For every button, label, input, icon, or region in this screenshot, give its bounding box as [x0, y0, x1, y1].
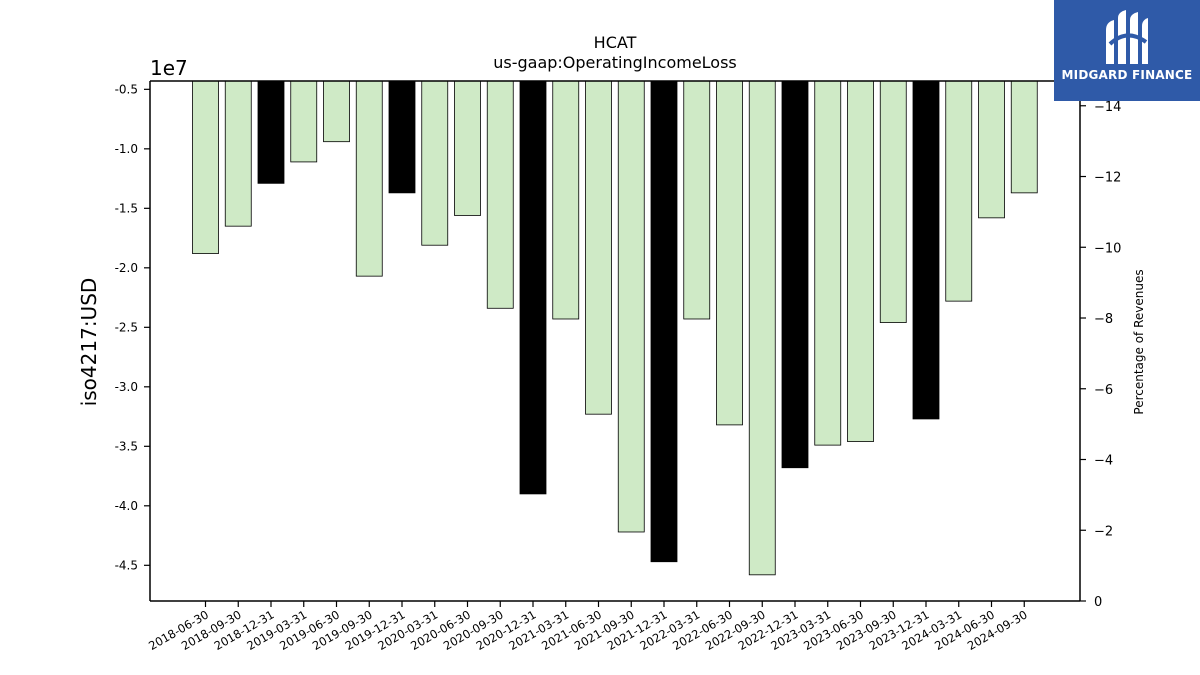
y-tick-label: -3.5: [115, 439, 138, 453]
bar-2022-06-30: [716, 80, 743, 426]
x-axis-ticks: 2018-06-302018-09-302018-12-312019-03-31…: [146, 601, 1030, 653]
y-axis-label: iso4217:USD: [77, 278, 101, 407]
bar-2024-09-30: [1010, 80, 1038, 194]
logo-text: MIDGARD FINANCE: [1061, 68, 1193, 82]
bar-2019-03-31: [290, 80, 318, 163]
y-tick-label: -4.5: [115, 558, 138, 572]
bar-2020-03-31: [421, 80, 449, 246]
bar-2020-09-30: [486, 80, 514, 309]
y2-tick-label: −10: [1094, 241, 1121, 256]
y2-tick-label: −2: [1094, 524, 1113, 539]
y-axis-ticks: -0.5 -1.0 -1.5 -2.0 -2.5 -3.0 -3.5 -4.0 -4.5: [115, 82, 150, 572]
y2-tick-label: 0: [1094, 595, 1102, 610]
y-tick-label: -1.5: [115, 201, 138, 215]
y-tick-label: -2.0: [115, 261, 138, 275]
bar-2022-12-31: [781, 80, 809, 469]
bar-2020-06-30: [454, 80, 481, 216]
bar-2020-12-31: [519, 80, 547, 495]
chart-subtitle: us-gaap:OperatingIncomeLoss: [493, 53, 737, 72]
y-tick-label: -2.5: [115, 320, 138, 334]
bar-2023-09-30: [879, 80, 907, 323]
bar-2023-06-30: [847, 80, 874, 442]
bar-2021-12-31: [650, 80, 678, 563]
y2-tick-label: −12: [1094, 171, 1121, 186]
bar-2024-06-30: [978, 80, 1005, 219]
bar-2018-09-30: [224, 80, 252, 227]
y-multiplier: 1e7: [150, 56, 188, 80]
bar-2018-06-30: [192, 80, 219, 254]
y-tick-label: -1.0: [115, 142, 138, 156]
y2-axis-ticks: 0 −2 −4 −6 −8 −10 −12 −14: [1080, 100, 1121, 610]
bar-2022-03-31: [683, 80, 711, 320]
bar-2021-09-30: [617, 80, 645, 533]
bar-2019-09-30: [355, 80, 383, 277]
y2-tick-label: −14: [1094, 100, 1121, 115]
bar-2019-06-30: [323, 80, 350, 143]
bar-2024-03-31: [945, 80, 973, 302]
bar-2023-12-31: [912, 80, 940, 420]
y2-tick-label: −8: [1094, 312, 1113, 327]
midgard-logo-icon: [1106, 10, 1148, 64]
bar-2019-12-31: [388, 80, 416, 194]
bar-2023-03-31: [814, 80, 842, 446]
y2-tick-label: −6: [1094, 383, 1113, 398]
bars: [192, 80, 1038, 576]
brand-logo: MIDGARD FINANCE: [1054, 0, 1200, 101]
bar-2021-06-30: [585, 80, 612, 415]
chart-title: HCAT: [594, 33, 637, 52]
bar-2021-03-31: [552, 80, 580, 320]
bar-2018-12-31: [257, 80, 285, 184]
y2-axis-label: Percentage of Revenues: [1132, 269, 1146, 414]
y-tick-label: -4.0: [115, 499, 138, 513]
bar-2022-09-30: [748, 80, 776, 576]
y2-tick-label: −4: [1094, 454, 1113, 469]
y-tick-label: -0.5: [115, 82, 138, 96]
y-tick-label: -3.0: [115, 380, 138, 394]
